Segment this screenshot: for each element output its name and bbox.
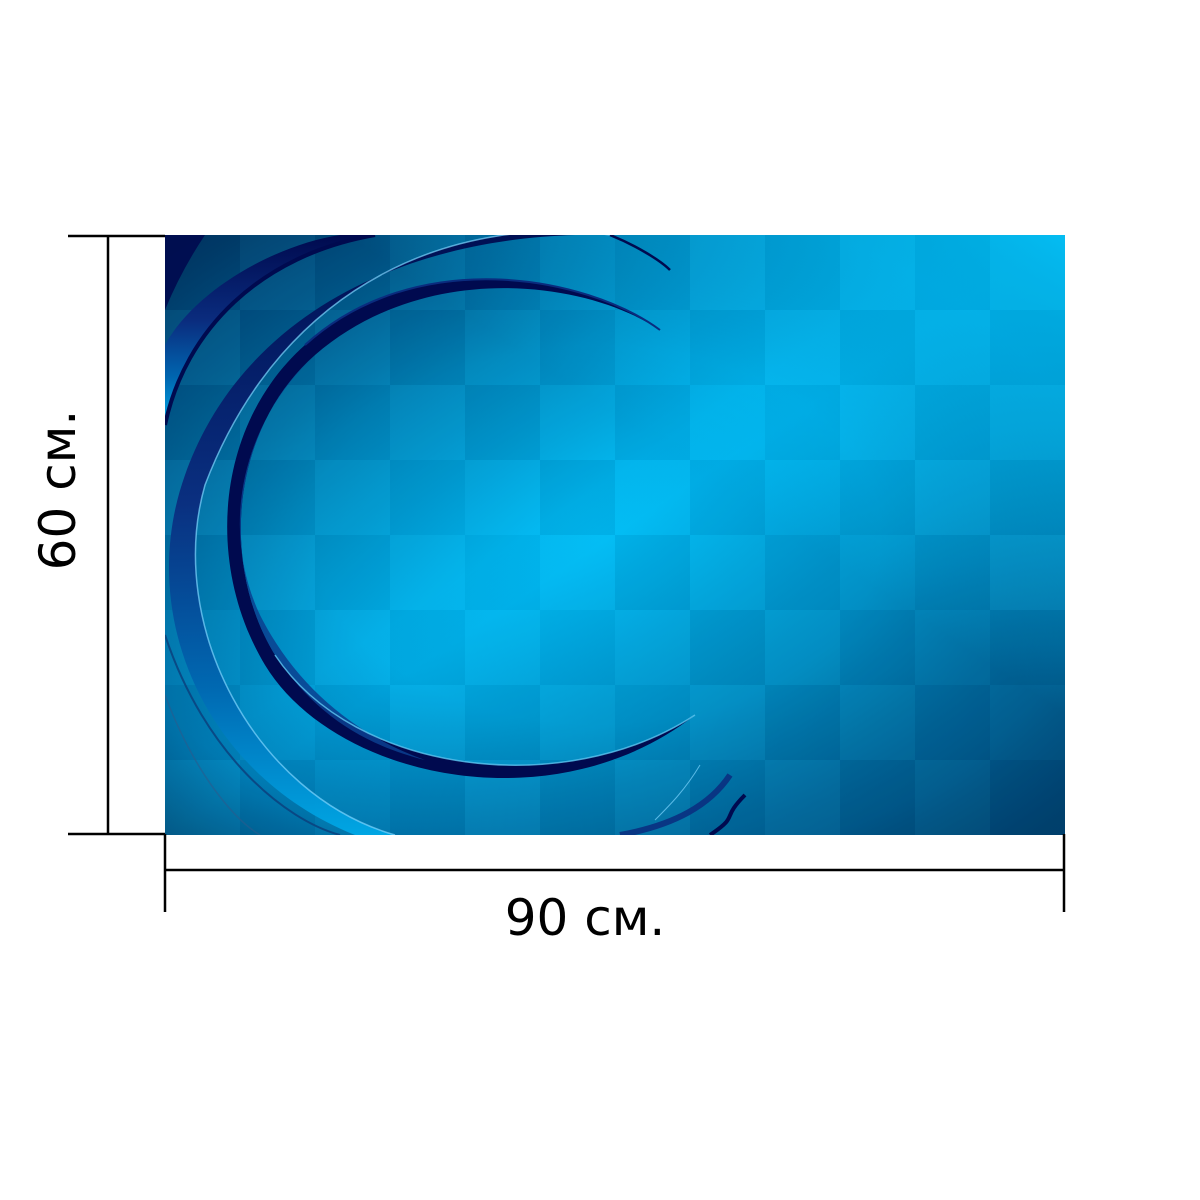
abstract-blue-mosaic-artwork bbox=[165, 235, 1065, 835]
mosaic-tile bbox=[315, 610, 390, 685]
mosaic-tile bbox=[990, 610, 1065, 685]
mosaic-tile bbox=[915, 535, 990, 610]
product-print-image bbox=[165, 235, 1065, 835]
mosaic-tile bbox=[540, 610, 615, 685]
arc-fragments bbox=[609, 235, 701, 821]
mosaic-tile bbox=[540, 685, 615, 760]
mosaic-tile bbox=[765, 235, 840, 310]
mosaic-tile bbox=[915, 685, 990, 760]
mosaic-tile bbox=[390, 385, 465, 460]
mosaic-tile bbox=[315, 460, 390, 535]
mosaic-tile bbox=[765, 310, 840, 385]
mosaic-tile bbox=[465, 460, 540, 535]
mosaic-tile bbox=[915, 235, 990, 310]
mosaic-tile bbox=[690, 535, 765, 610]
mosaic-tile bbox=[315, 535, 390, 610]
mosaic-tile bbox=[915, 610, 990, 685]
mosaic-tile bbox=[690, 385, 765, 460]
mosaic-tile bbox=[465, 535, 540, 610]
mosaic-tile bbox=[465, 310, 540, 385]
mosaic-tile bbox=[540, 535, 615, 610]
mosaic-tile bbox=[615, 235, 690, 310]
mosaic-tile bbox=[765, 760, 840, 835]
mosaic-tile bbox=[840, 685, 915, 760]
mosaic-tile bbox=[690, 460, 765, 535]
middle-arc bbox=[168, 235, 747, 835]
mosaic-tile bbox=[840, 610, 915, 685]
mosaic-tile bbox=[315, 385, 390, 460]
inner-arc bbox=[227, 278, 696, 779]
mosaic-tile bbox=[840, 535, 915, 610]
mosaic-tile bbox=[540, 460, 615, 535]
mosaic-tile bbox=[840, 310, 915, 385]
mosaic-tile bbox=[990, 685, 1065, 760]
mosaic-tile bbox=[840, 760, 915, 835]
mosaic-tile bbox=[615, 535, 690, 610]
mosaic-tile bbox=[615, 610, 690, 685]
mosaic-tile bbox=[540, 310, 615, 385]
height-label: 60 см. bbox=[29, 409, 87, 571]
mosaic-tile bbox=[915, 310, 990, 385]
mosaic-tile bbox=[765, 535, 840, 610]
background-highlight-top-right bbox=[165, 235, 1065, 835]
mosaic-tile bbox=[390, 610, 465, 685]
outer-arc bbox=[165, 235, 376, 835]
mosaic-tile bbox=[540, 235, 615, 310]
mosaic-tile bbox=[765, 610, 840, 685]
mosaic-tile bbox=[915, 460, 990, 535]
mosaic-tile bbox=[465, 235, 540, 310]
mosaic-tile bbox=[840, 235, 915, 310]
mosaic-tile bbox=[765, 685, 840, 760]
mosaic-tile bbox=[990, 760, 1065, 835]
mosaic-tile bbox=[915, 760, 990, 835]
mosaic-tile bbox=[765, 460, 840, 535]
mosaic-tile bbox=[990, 460, 1065, 535]
mosaic-tile bbox=[690, 310, 765, 385]
mosaic-tile bbox=[690, 235, 765, 310]
mosaic-tile bbox=[465, 610, 540, 685]
mosaic-tile bbox=[840, 385, 915, 460]
mosaic-tile bbox=[540, 385, 615, 460]
mosaic-tile bbox=[990, 385, 1065, 460]
width-label: 90 см. bbox=[504, 889, 666, 947]
mosaic-tile bbox=[615, 385, 690, 460]
mosaic-tile bbox=[390, 535, 465, 610]
mosaic-tile bbox=[615, 760, 690, 835]
mosaic-tile bbox=[840, 460, 915, 535]
mosaic-tile bbox=[615, 460, 690, 535]
mosaic-tile bbox=[690, 610, 765, 685]
mosaic-tile bbox=[465, 685, 540, 760]
mosaic-tile bbox=[390, 310, 465, 385]
mosaic-tile bbox=[615, 310, 690, 385]
mosaic-tile bbox=[465, 385, 540, 460]
mosaic-tile bbox=[765, 385, 840, 460]
mosaic-tile bbox=[915, 385, 990, 460]
mosaic-tile bbox=[990, 310, 1065, 385]
mosaic-tile bbox=[990, 535, 1065, 610]
mosaic-tile bbox=[990, 235, 1065, 310]
mosaic-tile bbox=[240, 460, 315, 535]
mosaic-tile bbox=[390, 460, 465, 535]
mosaic-tile bbox=[690, 685, 765, 760]
